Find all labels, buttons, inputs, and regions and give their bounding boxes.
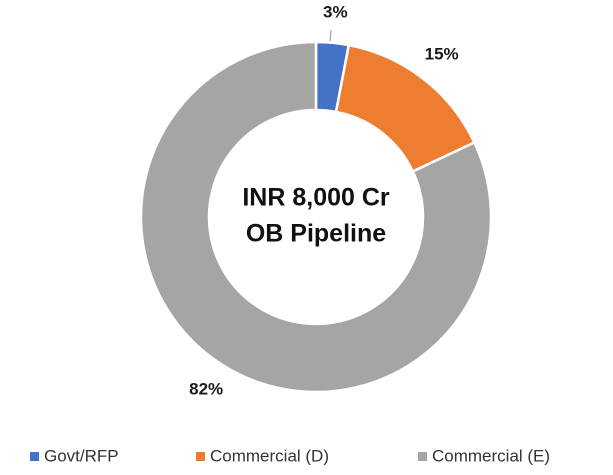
legend-swatch [30, 452, 39, 461]
donut-segment [139, 40, 493, 394]
legend-label: Commercial (E) [432, 446, 550, 465]
data-label: 82% [189, 380, 223, 399]
legend-label: Govt/RFP [44, 446, 119, 465]
center-label: INR 8,000 Cr [242, 184, 390, 212]
legend-swatch [418, 452, 427, 461]
data-label: 15% [425, 45, 459, 64]
legend-swatch [196, 452, 205, 461]
data-label: 3% [323, 2, 348, 21]
legend-label: Commercial (D) [210, 446, 329, 465]
center-label: OB Pipeline [246, 220, 386, 248]
